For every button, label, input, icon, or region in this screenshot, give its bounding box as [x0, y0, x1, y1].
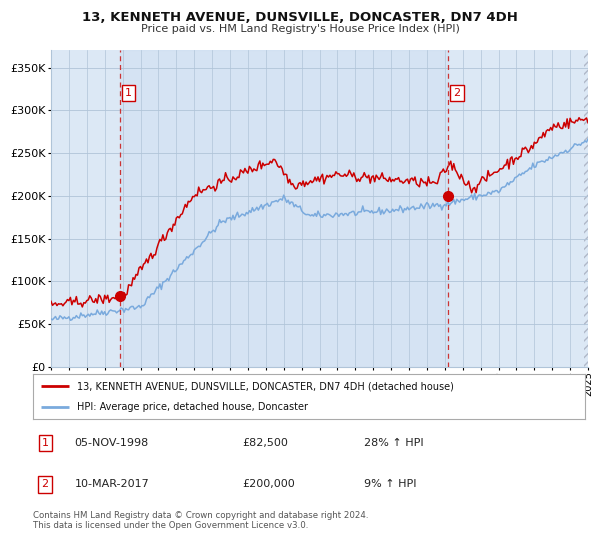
Text: 2: 2: [41, 479, 49, 489]
Text: 13, KENNETH AVENUE, DUNSVILLE, DONCASTER, DN7 4DH (detached house): 13, KENNETH AVENUE, DUNSVILLE, DONCASTER…: [77, 381, 454, 391]
Text: 2: 2: [454, 88, 461, 98]
Text: 05-NOV-1998: 05-NOV-1998: [74, 438, 149, 448]
Text: £82,500: £82,500: [243, 438, 289, 448]
Bar: [120, 50, 448, 367]
Text: Contains HM Land Registry data © Crown copyright and database right 2024.
This d: Contains HM Land Registry data © Crown c…: [33, 511, 368, 530]
Text: 13, KENNETH AVENUE, DUNSVILLE, DONCASTER, DN7 4DH: 13, KENNETH AVENUE, DUNSVILLE, DONCASTER…: [82, 11, 518, 24]
Text: 28% ↑ HPI: 28% ↑ HPI: [364, 438, 424, 448]
Text: 1: 1: [41, 438, 49, 448]
Text: HPI: Average price, detached house, Doncaster: HPI: Average price, detached house, Donc…: [77, 402, 308, 412]
Text: 10-MAR-2017: 10-MAR-2017: [74, 479, 149, 489]
Text: £200,000: £200,000: [243, 479, 296, 489]
Bar: [584, 50, 592, 367]
Text: 1: 1: [125, 88, 132, 98]
Text: Price paid vs. HM Land Registry's House Price Index (HPI): Price paid vs. HM Land Registry's House …: [140, 24, 460, 34]
Text: 9% ↑ HPI: 9% ↑ HPI: [364, 479, 416, 489]
